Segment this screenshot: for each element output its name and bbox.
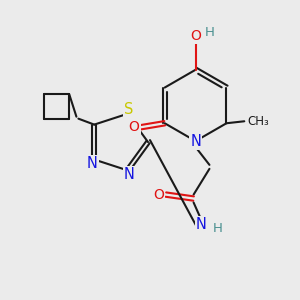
Text: O: O xyxy=(128,120,140,134)
Text: N: N xyxy=(196,217,207,232)
Text: H: H xyxy=(212,222,222,235)
Text: O: O xyxy=(154,188,164,202)
Text: H: H xyxy=(205,26,214,39)
Text: N: N xyxy=(190,134,201,148)
Text: S: S xyxy=(124,102,133,117)
Text: N: N xyxy=(87,156,98,171)
Text: N: N xyxy=(124,167,135,182)
Text: CH₃: CH₃ xyxy=(247,115,269,128)
Text: O: O xyxy=(190,29,201,43)
